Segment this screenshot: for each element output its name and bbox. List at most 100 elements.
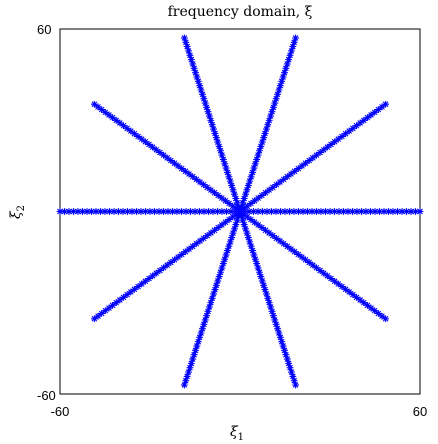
data-point (276, 237, 284, 245)
data-point (258, 224, 266, 231)
data-point (258, 138, 266, 146)
data-point (149, 272, 157, 280)
data-point (256, 268, 263, 276)
data-point (119, 208, 127, 215)
x-axis-label: ξ1 (230, 424, 244, 443)
data-point (240, 210, 248, 218)
data-point (254, 151, 262, 159)
data-point (171, 159, 178, 167)
data-point (305, 259, 313, 266)
data-point (331, 208, 338, 215)
data-point (251, 218, 258, 226)
data-point (210, 125, 217, 133)
data-point (334, 135, 342, 143)
data-point (94, 103, 102, 111)
data-point (178, 165, 186, 172)
data-point (295, 208, 302, 215)
data-point (109, 301, 116, 309)
data-point (214, 224, 222, 231)
data-point (236, 208, 244, 215)
data-point (313, 208, 320, 215)
data-point (207, 116, 215, 124)
data-point (290, 38, 298, 46)
data-point (360, 299, 368, 307)
data-point (374, 310, 382, 317)
data-point (229, 229, 237, 237)
data-point (61, 208, 68, 215)
data-point (279, 73, 287, 81)
data-point (371, 307, 379, 315)
data-point (280, 175, 288, 183)
data-point (174, 162, 182, 170)
data-point (206, 112, 213, 120)
data-point (323, 143, 331, 151)
data-ray-4 (90, 100, 244, 215)
data-point (273, 181, 280, 189)
data-point (207, 299, 215, 307)
data-point (277, 208, 284, 215)
data-point (246, 238, 254, 246)
data-point (90, 315, 98, 323)
data-point (283, 242, 291, 250)
data-point (283, 60, 291, 68)
data-point (212, 134, 220, 142)
data-point (224, 169, 231, 176)
data-point (378, 103, 386, 111)
data-point (349, 208, 356, 215)
chart-title: frequency domain, ξ (168, 4, 313, 20)
data-point (186, 364, 194, 372)
data-point (232, 205, 240, 213)
data-point (265, 299, 273, 307)
x-tick-right: 60 (413, 404, 427, 419)
data-point (298, 253, 306, 261)
data-point (222, 251, 230, 259)
data-point (227, 208, 235, 215)
data-point (342, 130, 349, 138)
data-point (181, 167, 189, 175)
data-ray-5 (56, 208, 244, 215)
data-point (229, 202, 237, 210)
data-point (186, 51, 194, 59)
data-point (115, 208, 122, 215)
data-point (189, 242, 197, 250)
data-point (211, 286, 219, 294)
data-point (200, 208, 208, 215)
data-point (250, 208, 257, 215)
data-point (221, 255, 229, 263)
data-point (287, 170, 295, 178)
data-point (353, 122, 360, 130)
data-ray-9 (236, 208, 390, 323)
data-point (218, 208, 226, 215)
data-point (292, 381, 300, 389)
data-point (94, 312, 102, 320)
data-point (200, 320, 208, 328)
data-point (274, 90, 281, 98)
data-point (190, 351, 198, 359)
data-point (268, 307, 276, 315)
data-point (226, 238, 234, 246)
data-point (222, 197, 229, 205)
data-point (196, 82, 204, 90)
data-point (225, 216, 233, 223)
data-point (272, 320, 280, 328)
data-point (356, 119, 364, 127)
data-point (141, 277, 149, 285)
data-point (286, 208, 293, 215)
data-point (192, 240, 200, 248)
y-tick-top: 60 (37, 22, 51, 37)
data-point (282, 351, 290, 359)
data-point (247, 200, 255, 207)
data-point (317, 208, 325, 215)
data-point (183, 372, 191, 380)
data-point (218, 194, 226, 202)
data-point (275, 86, 283, 94)
data-point (200, 234, 207, 242)
data-point (232, 195, 240, 202)
data-point (338, 283, 346, 290)
data-point (207, 186, 215, 194)
data-point (245, 208, 253, 215)
data-point (201, 316, 209, 324)
data-point (274, 325, 281, 333)
data-point (389, 208, 397, 215)
